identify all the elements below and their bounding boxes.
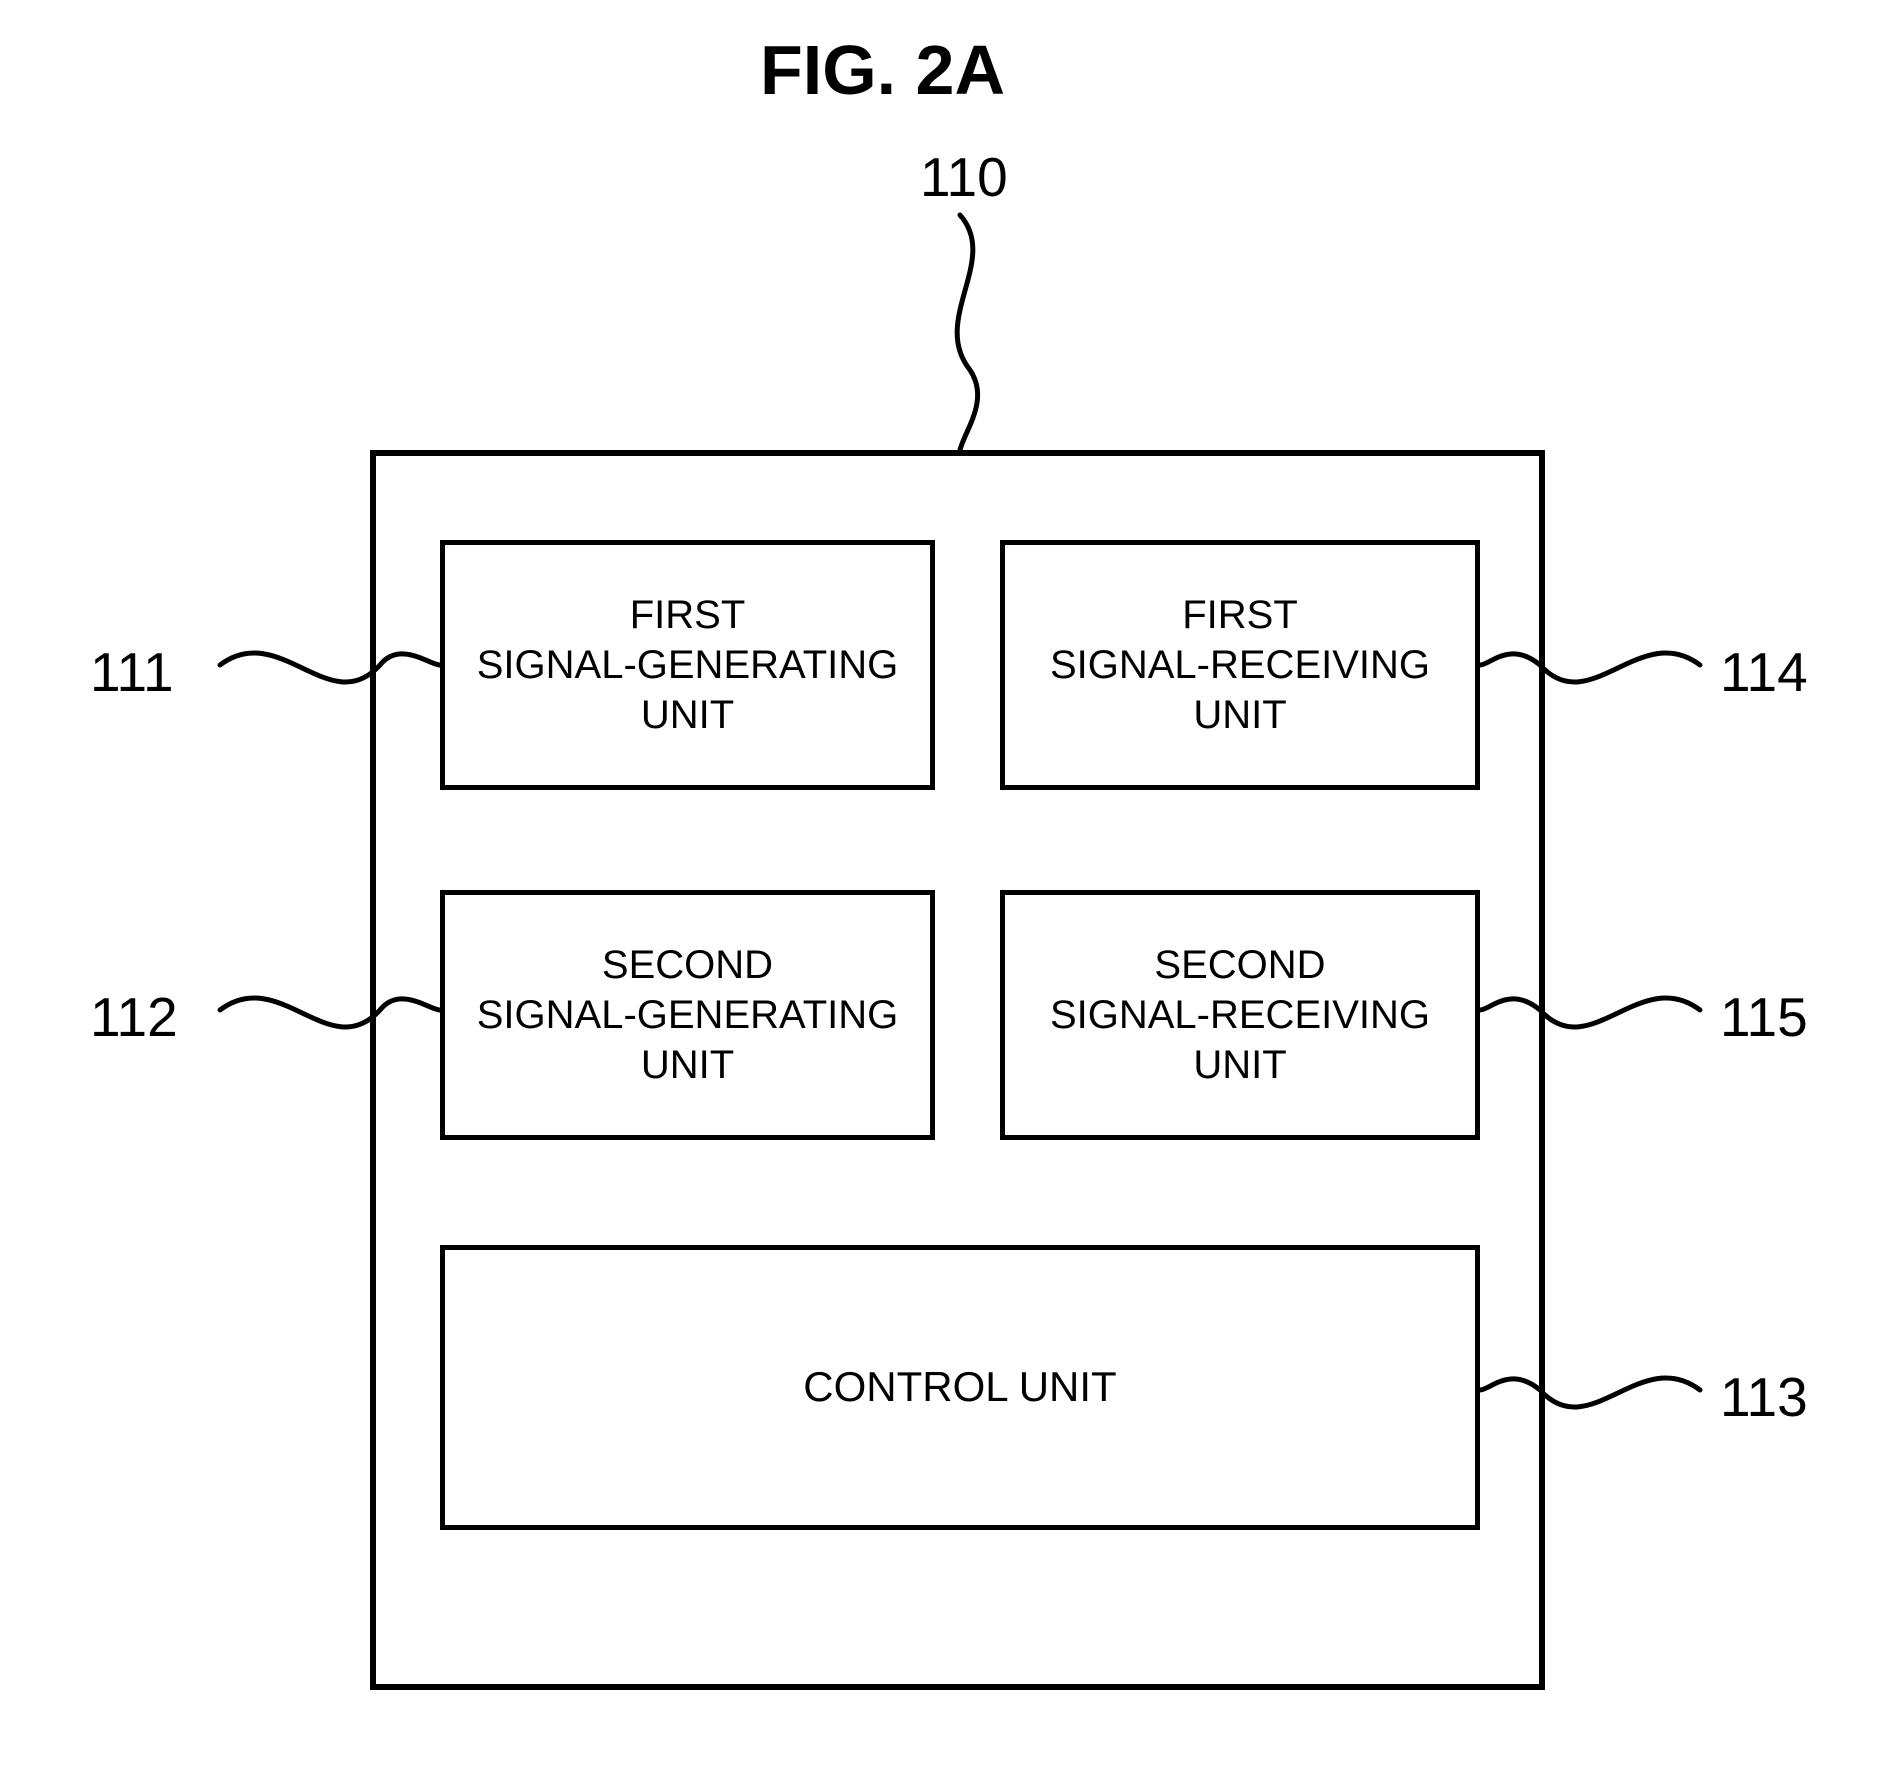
block-label: SECONDSIGNAL-RECEIVINGUNIT bbox=[1050, 940, 1430, 1090]
block-second-signal-generating-unit: SECONDSIGNAL-GENERATINGUNIT bbox=[440, 890, 935, 1140]
ref-label-115: 115 bbox=[1720, 985, 1808, 1049]
block-first-signal-generating-unit: FIRSTSIGNAL-GENERATINGUNIT bbox=[440, 540, 935, 790]
ref-label-111: 111 bbox=[90, 640, 174, 704]
block-label: CONTROL UNIT bbox=[803, 1361, 1116, 1414]
block-first-signal-receiving-unit: FIRSTSIGNAL-RECEIVINGUNIT bbox=[1000, 540, 1480, 790]
leader-110 bbox=[957, 215, 977, 450]
diagram-canvas: FIG. 2A FIRSTSIGNAL-GENERATINGUNIT FIRST… bbox=[0, 0, 1887, 1775]
block-second-signal-receiving-unit: SECONDSIGNAL-RECEIVINGUNIT bbox=[1000, 890, 1480, 1140]
block-label: FIRSTSIGNAL-GENERATINGUNIT bbox=[477, 590, 899, 740]
ref-label-114: 114 bbox=[1720, 640, 1808, 704]
ref-label-113: 113 bbox=[1720, 1365, 1808, 1429]
block-label: SECONDSIGNAL-GENERATINGUNIT bbox=[477, 940, 899, 1090]
ref-label-112: 112 bbox=[90, 985, 178, 1049]
figure-title: FIG. 2A bbox=[760, 30, 1005, 110]
ref-label-110: 110 bbox=[920, 145, 1008, 209]
block-label: FIRSTSIGNAL-RECEIVINGUNIT bbox=[1050, 590, 1430, 740]
block-control-unit: CONTROL UNIT bbox=[440, 1245, 1480, 1530]
